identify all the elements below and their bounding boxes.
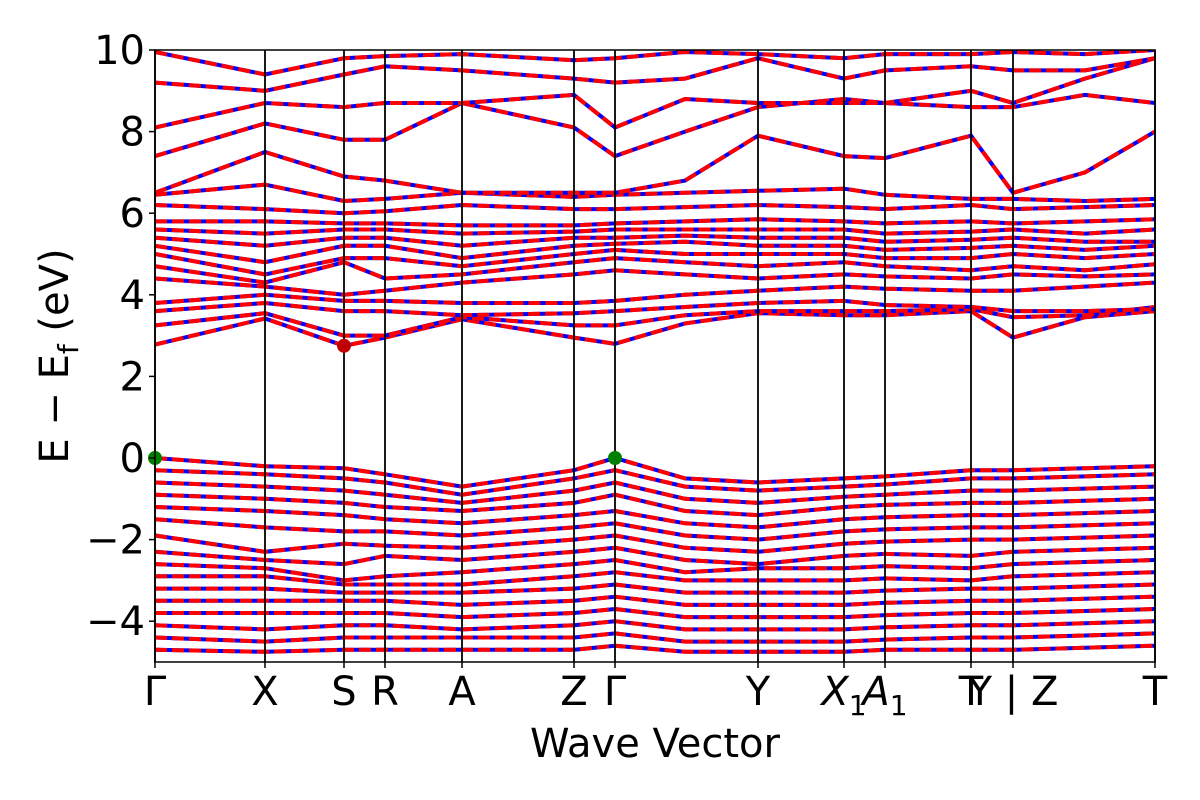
- band-spin-up-c1: [155, 309, 1155, 348]
- y-axis-label-sub: f: [52, 343, 85, 354]
- band-spin-down-c4: [155, 280, 1155, 305]
- y-tick-label: 0: [120, 436, 145, 482]
- x-tick-label: Γ: [144, 669, 167, 715]
- cbm-marker: [337, 338, 351, 353]
- band-spin-up-v1: [155, 455, 1155, 489]
- band-spin-up-c11: [155, 217, 1155, 228]
- y-tick-label: 10: [94, 28, 145, 74]
- band-spin-up-v5: [155, 505, 1155, 530]
- x-axis-label: Wave Vector: [530, 721, 781, 767]
- band-spin-up-c4: [155, 280, 1155, 305]
- band-spin-up-v9: [155, 557, 1155, 583]
- x-tick-label: Z: [560, 669, 587, 715]
- y-axis-label-unit: (eV): [32, 248, 78, 344]
- y-axis-label: E − Ef (eV): [32, 248, 85, 463]
- band-spin-up-c15: [155, 92, 1155, 159]
- y-ticks: −4 −2 0 2 4 6 8 10: [86, 28, 155, 645]
- plot-frame: [154, 49, 1156, 663]
- x-tick-label: S: [331, 669, 356, 715]
- band-spin-up-v16: [155, 643, 1155, 654]
- band-spin-up-v3: [155, 480, 1155, 505]
- x-tick-label: T: [1142, 669, 1168, 715]
- band-spin-up-v7: [155, 533, 1155, 554]
- band-spin-down-c17: [155, 56, 1155, 93]
- band-spin-up-c8: [155, 239, 1155, 265]
- x-tick-label: Y: [745, 669, 771, 715]
- band-spin-up-c14: [155, 129, 1155, 196]
- y-tick-label: 6: [120, 191, 145, 237]
- band-spin-up-v14: [155, 619, 1155, 632]
- band-spin-up-c17: [155, 56, 1155, 93]
- band-spin-up-v12: [155, 594, 1155, 607]
- band-spin-up-c16: [155, 56, 1155, 130]
- band-spin-up-c9: [155, 233, 1155, 248]
- x-tick-label: X: [251, 669, 278, 715]
- x-tick-label: X1: [819, 669, 866, 722]
- bands-layer: [155, 50, 1155, 654]
- band-spin-up-v6: [155, 517, 1155, 542]
- band-spin-up-c12: [155, 202, 1155, 216]
- band-spin-up-c7: [155, 247, 1155, 277]
- band-spin-up-c18: [155, 50, 1155, 77]
- extrema-markers: [148, 338, 622, 465]
- y-tick-label: −4: [86, 599, 145, 645]
- band-spin-down-v1: [155, 455, 1155, 489]
- band-spin-up-c2: [155, 305, 1155, 338]
- band-spin-up-c10: [155, 227, 1155, 236]
- band-spin-up-v10: [155, 570, 1155, 587]
- band-spin-up-c3: [155, 298, 1155, 318]
- x-tick-label: T: [958, 669, 984, 715]
- band-spin-up-v4: [155, 492, 1155, 518]
- band-spin-up-v13: [155, 606, 1155, 620]
- band-spin-up-v8: [155, 545, 1155, 567]
- band-spin-up-v11: [155, 582, 1155, 595]
- y-tick-label: 2: [120, 354, 145, 400]
- x-tick-label: A: [448, 669, 476, 715]
- y-tick-label: 4: [120, 273, 145, 319]
- x-tick-label: A1: [859, 669, 907, 722]
- band-spin-up-v2: [155, 468, 1155, 497]
- x-tick-label: Y | Z: [967, 669, 1059, 715]
- band-spin-up-c5: [155, 268, 1155, 297]
- x-tick-label: R: [371, 669, 399, 715]
- y-axis-label-main: E − E: [32, 354, 78, 464]
- vbm-marker: [608, 451, 622, 465]
- band-spin-up-v15: [155, 631, 1155, 644]
- band-spin-up-c6: [155, 256, 1155, 285]
- x-tick-label: Γ: [604, 669, 627, 715]
- band-spin-up-c13: [155, 182, 1155, 204]
- y-tick-label: 8: [120, 110, 145, 156]
- y-tick-label: −2: [86, 518, 145, 564]
